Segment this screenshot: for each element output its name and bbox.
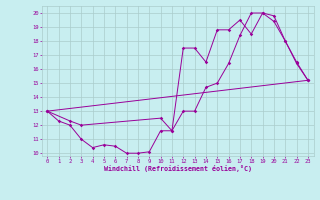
X-axis label: Windchill (Refroidissement éolien,°C): Windchill (Refroidissement éolien,°C) [104, 165, 252, 172]
